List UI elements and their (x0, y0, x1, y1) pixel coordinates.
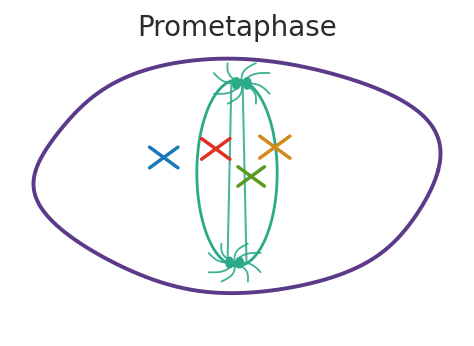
Ellipse shape (236, 257, 243, 268)
Text: Prometaphase: Prometaphase (137, 15, 337, 43)
Ellipse shape (243, 78, 251, 89)
Ellipse shape (232, 78, 240, 89)
Ellipse shape (226, 257, 233, 268)
